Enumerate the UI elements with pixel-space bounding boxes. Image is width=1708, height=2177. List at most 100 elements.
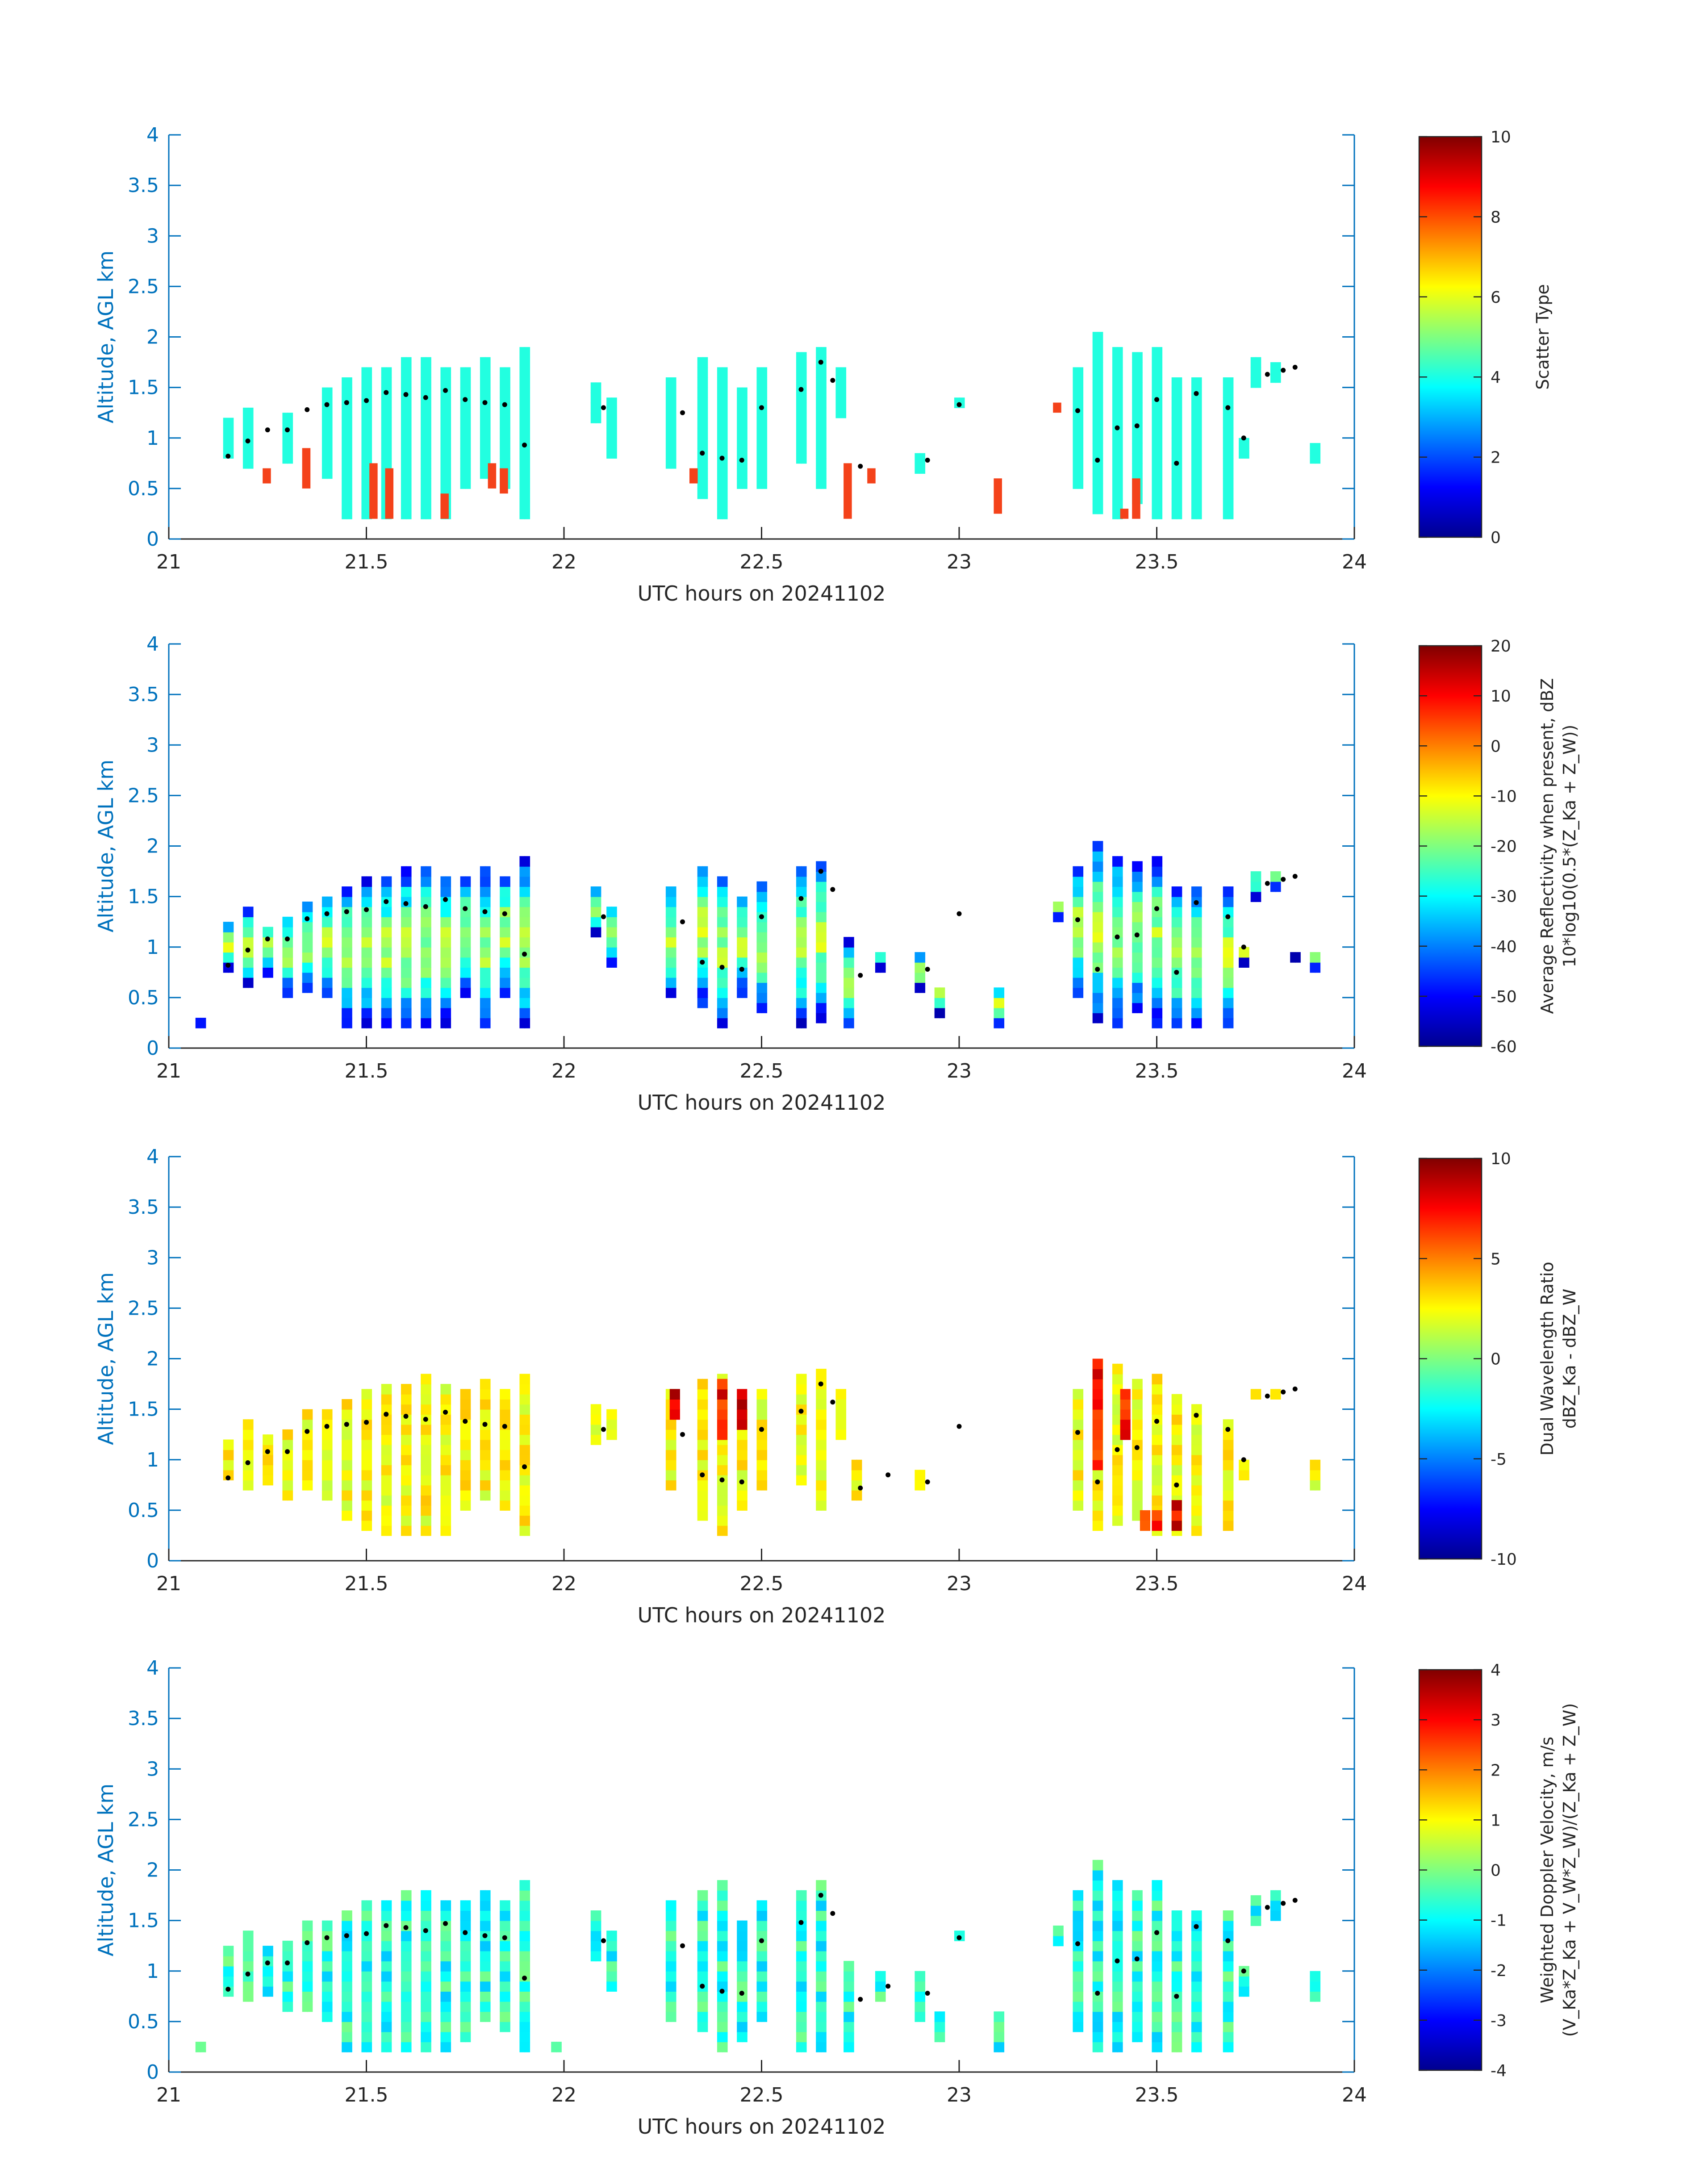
echo-cell (322, 1920, 328, 1931)
echo-cell (465, 1961, 471, 1972)
echo-cell (1228, 977, 1234, 988)
echo-cell (1171, 1940, 1178, 1951)
height-marker (885, 1984, 891, 1989)
dwr-cell (1092, 1379, 1103, 1390)
echo-cell (821, 2011, 827, 2022)
echo-cell (590, 1414, 597, 1425)
echo-cell (1117, 1485, 1123, 1496)
echo-cell (742, 418, 748, 429)
echo-cell (1077, 947, 1084, 958)
echo-cell (500, 987, 505, 998)
echo-cell (1137, 1900, 1143, 1911)
echo-cell (742, 977, 748, 988)
echo-cell (401, 1485, 407, 1496)
echo-cell (756, 1429, 762, 1440)
echo-cell (287, 1459, 293, 1471)
colorbar-tick-label: 0 (1491, 737, 1501, 756)
echo-cell (697, 1961, 703, 1972)
echo-cell (505, 367, 510, 378)
echo-cell (1196, 1940, 1202, 1951)
echo-cell (381, 886, 387, 897)
echo-cell (848, 2001, 854, 2012)
echo-cell (366, 957, 372, 968)
echo-cell (322, 1450, 328, 1460)
echo-cell (1132, 413, 1138, 423)
echo-cell (1077, 1890, 1084, 1901)
colorbar (1419, 1670, 1482, 2070)
echo-cell (366, 1007, 372, 1019)
echo-cell (717, 498, 723, 510)
echo-cell (1132, 861, 1138, 872)
echo-cell (426, 977, 431, 988)
echo-cell (366, 1450, 372, 1460)
echo-cell (796, 1007, 802, 1019)
echo-cell (702, 1459, 708, 1471)
echo-cell (327, 1961, 333, 1972)
echo-cell (282, 947, 288, 958)
echo-cell (460, 2031, 466, 2043)
echo-cell (742, 1439, 748, 1450)
height-marker (502, 402, 507, 407)
echo-cell (1228, 488, 1234, 499)
x-tick-label: 21 (156, 2084, 181, 2106)
echo-cell (756, 891, 762, 902)
echo-cell (386, 2011, 392, 2022)
echo-cell (595, 1940, 601, 1951)
echo-cell (465, 947, 471, 958)
echo-cell (737, 397, 743, 408)
echo-cell (1073, 468, 1078, 479)
echo-cell (480, 866, 486, 877)
echo-cell (386, 1920, 392, 1931)
echo-cell (505, 1480, 510, 1491)
echo-cell (1171, 498, 1178, 510)
height-marker (700, 1472, 705, 1478)
echo-cell (307, 1459, 313, 1471)
echo-cell (761, 1930, 768, 1941)
echo-cell (524, 1018, 530, 1028)
echo-cell (519, 977, 525, 988)
y-axis-label: Altitude, AGL km (94, 251, 118, 423)
echo-cell (1250, 377, 1257, 388)
echo-cell (717, 896, 723, 907)
echo-cell (524, 397, 530, 408)
echo-cell (307, 2001, 313, 2012)
echo-cell (1073, 866, 1078, 877)
echo-cell (1137, 372, 1143, 383)
echo-cell (1137, 1981, 1143, 1992)
echo-cell (440, 947, 446, 958)
echo-cell (1097, 332, 1103, 343)
echo-cell (386, 2042, 392, 2052)
echo-cell (1191, 2011, 1197, 2022)
echo-cell (505, 1439, 510, 1450)
echo-cell (386, 1018, 392, 1028)
echo-cell (722, 397, 728, 408)
echo-cell (697, 1450, 703, 1460)
echo-cell (307, 942, 313, 953)
echo-cell (500, 1991, 505, 2002)
echo-cell (821, 982, 827, 993)
echo-cell (1223, 1971, 1229, 1982)
height-marker (601, 914, 606, 919)
echo-cell (816, 2021, 822, 2032)
echo-cell (1152, 1971, 1157, 1982)
echo-cell (386, 967, 392, 978)
echo-cell (848, 967, 854, 978)
echo-cell (406, 886, 412, 897)
echo-cell (465, 987, 471, 998)
echo-cell (1092, 2001, 1098, 2012)
echo-cell (386, 1384, 392, 1395)
echo-cell (1073, 1459, 1078, 1471)
echo-cell (426, 987, 431, 998)
echo-cell (1171, 1454, 1178, 1466)
echo-cell (242, 418, 249, 429)
echo-cell (821, 1981, 827, 1992)
echo-cell (1152, 947, 1157, 958)
echo-cell (426, 1951, 431, 1962)
echo-cell (485, 1409, 491, 1420)
echo-cell (1152, 1007, 1157, 1019)
echo-cell (361, 1399, 367, 1410)
echo-cell (366, 418, 372, 429)
echo-cell (756, 942, 762, 953)
echo-cell (287, 967, 293, 978)
echo-cell (742, 907, 748, 917)
